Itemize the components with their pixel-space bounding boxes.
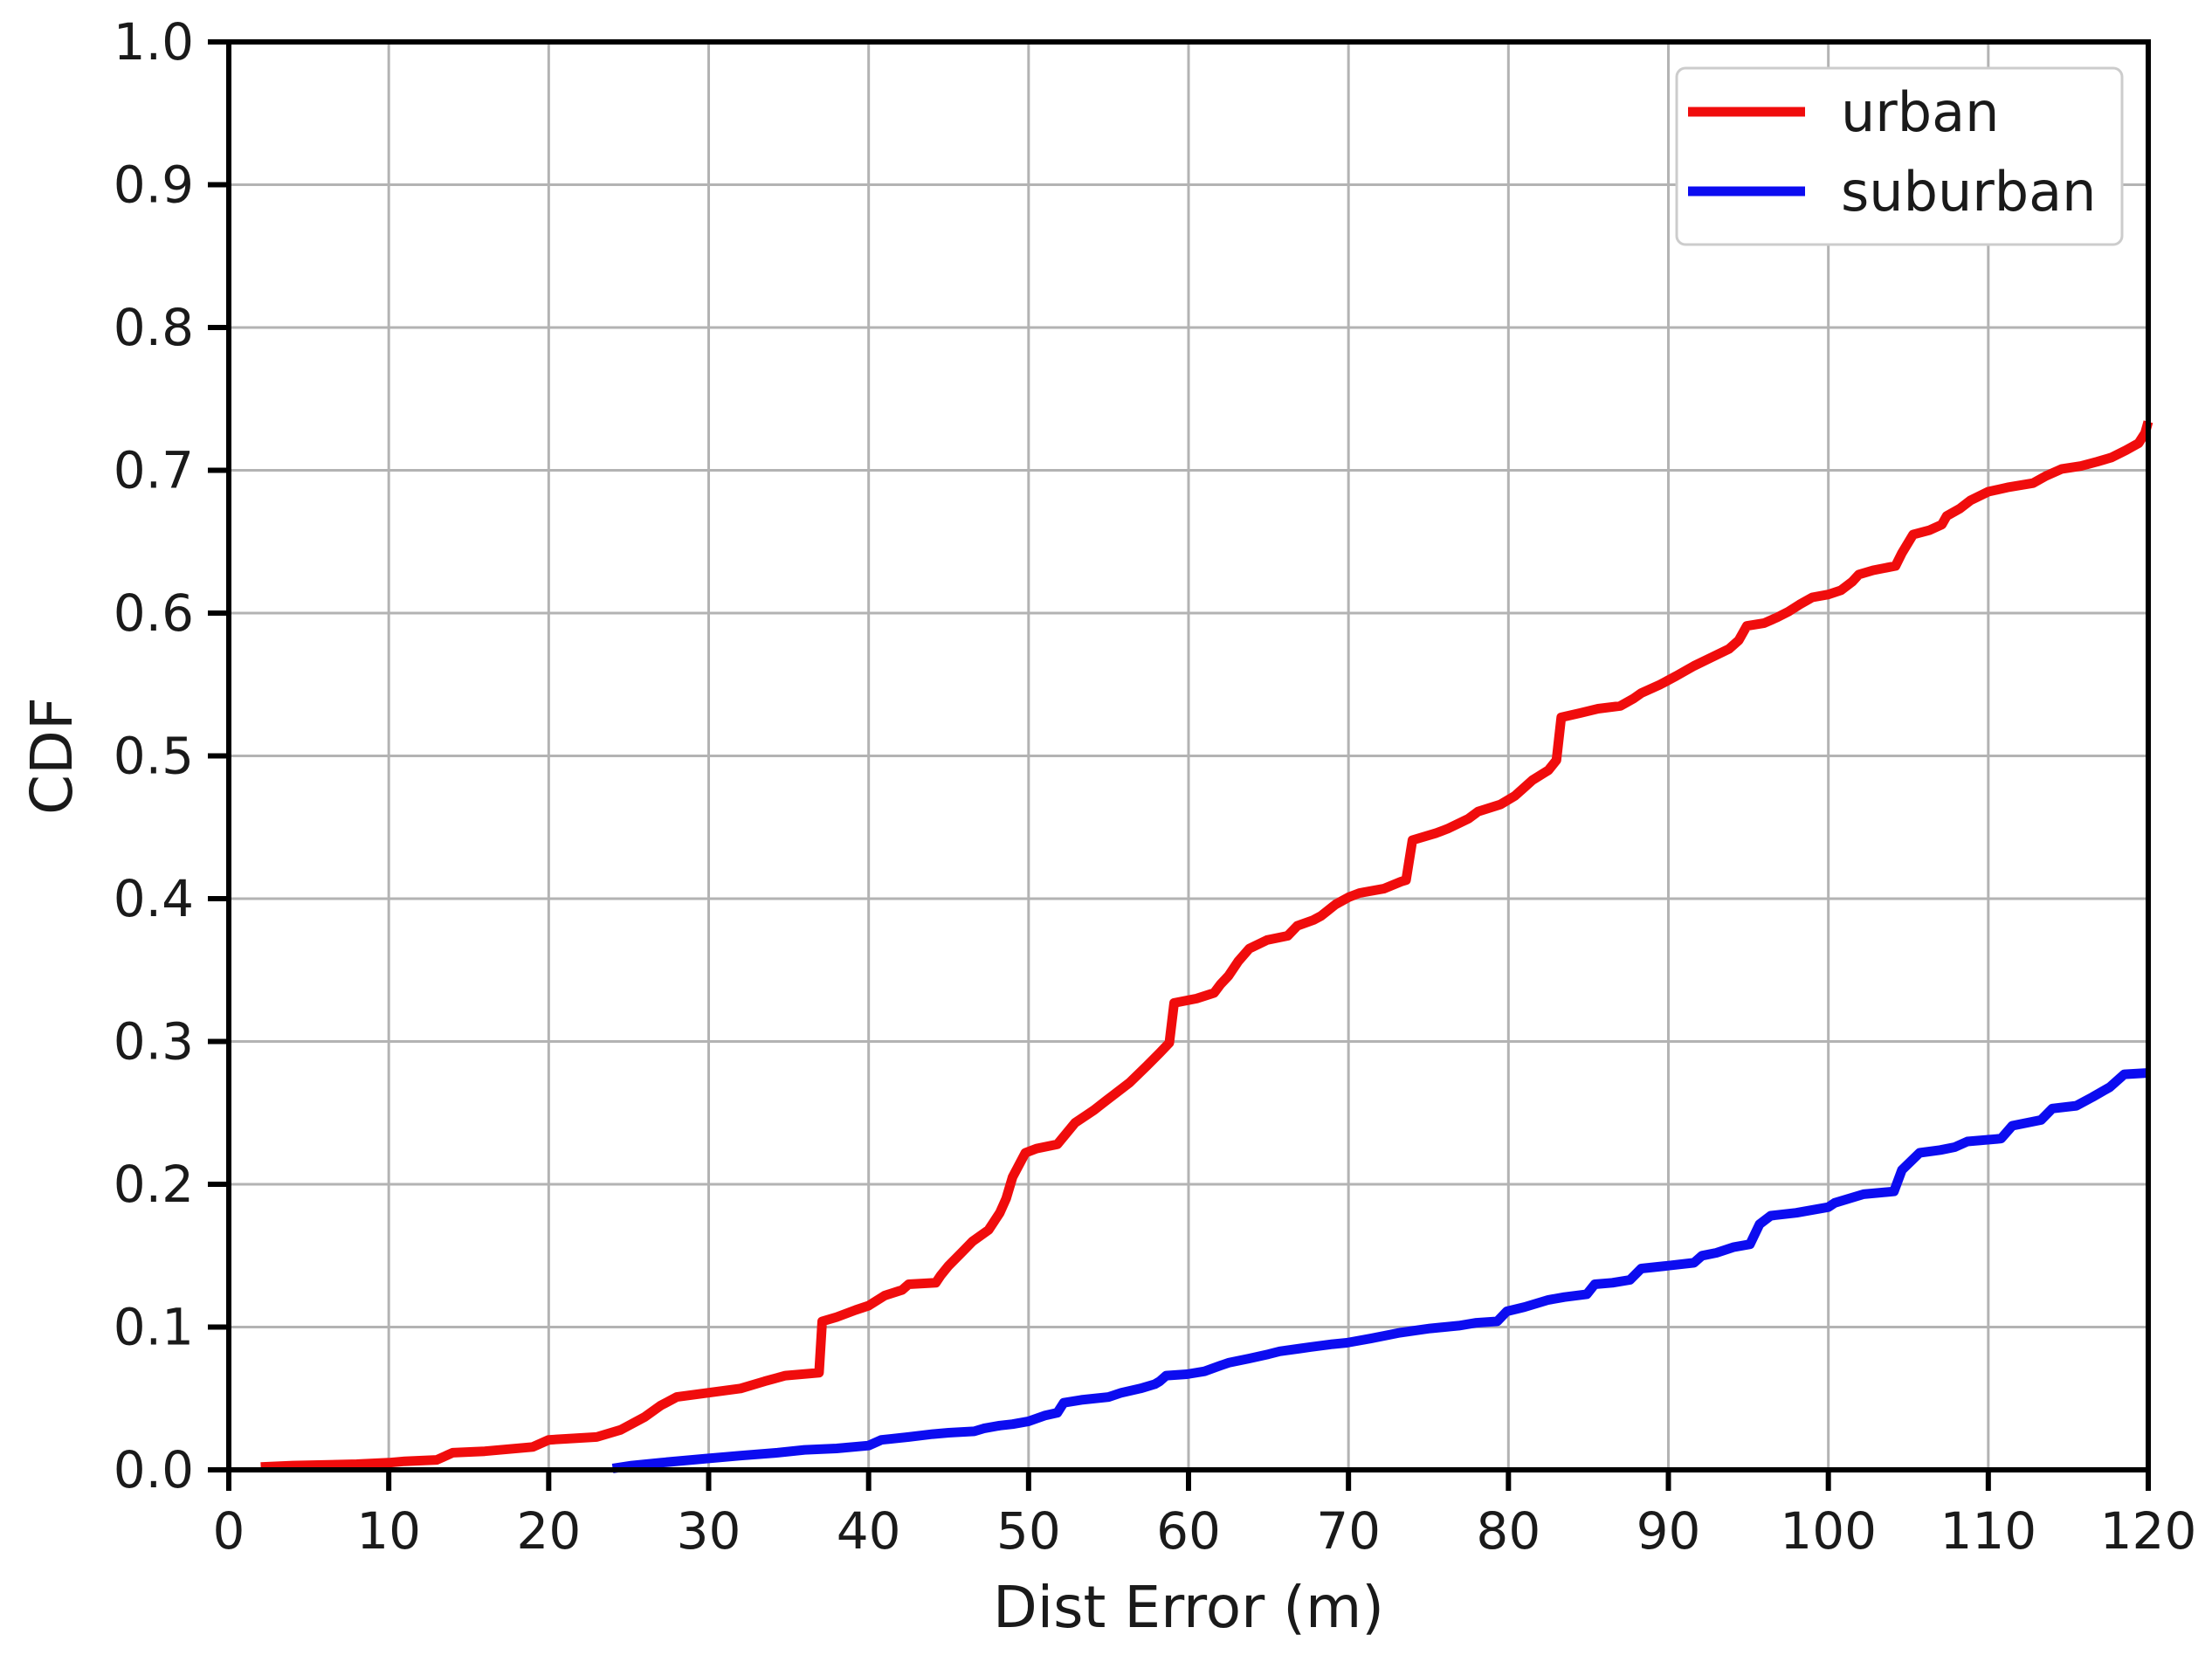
series-urban-line (260, 420, 2153, 1472)
y-tick-label: 0.1 (114, 1298, 194, 1357)
y-tick-label: 0.9 (114, 155, 194, 215)
x-tick-label: 120 (2100, 1501, 2197, 1561)
y-tick-label: 0.7 (114, 441, 194, 500)
y-tick-label: 0.2 (114, 1155, 194, 1214)
x-tick-label: 110 (1940, 1501, 2036, 1561)
x-tick-label: 80 (1476, 1501, 1540, 1561)
x-tick-label: 30 (677, 1501, 741, 1561)
x-tick-label: 20 (516, 1501, 581, 1561)
x-tick-label: 0 (213, 1501, 245, 1561)
y-tick-label: 0.0 (114, 1440, 194, 1500)
x-tick-label: 90 (1637, 1501, 1701, 1561)
series-suburban-line (611, 1068, 2149, 1473)
x-tick-label: 50 (996, 1501, 1061, 1561)
x-tick-label: 60 (1156, 1501, 1221, 1561)
y-tick-label: 0.5 (114, 727, 194, 786)
y-axis-label: CDF (18, 697, 86, 815)
y-tick-label: 1.0 (114, 12, 194, 72)
y-tick-label: 0.3 (114, 1012, 194, 1072)
x-tick-label: 100 (1780, 1501, 1877, 1561)
legend-label-urban: urban (1841, 80, 1999, 144)
y-tick-label: 0.6 (114, 583, 194, 643)
y-tick-label: 0.4 (114, 869, 194, 928)
x-axis-label: Dist Error (m) (993, 1574, 1384, 1641)
x-tick-label: 40 (837, 1501, 901, 1561)
y-tick-label: 0.8 (114, 298, 194, 357)
x-tick-label: 10 (356, 1501, 421, 1561)
legend-label-suburban: suburban (1841, 160, 2096, 224)
x-tick-label: 70 (1316, 1501, 1381, 1561)
